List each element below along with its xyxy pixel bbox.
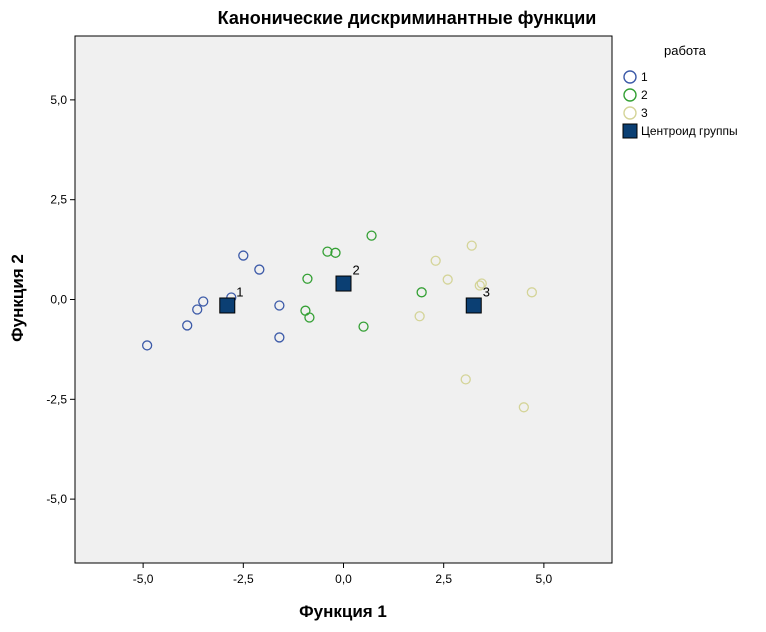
centroid-3-marker	[465, 297, 482, 314]
group-3-point	[442, 274, 453, 285]
legend-title: работа	[664, 43, 707, 58]
legend-marker-centroid	[622, 123, 638, 139]
group-3-point	[476, 278, 487, 289]
group-3-point	[460, 374, 471, 385]
group-3-point	[474, 280, 485, 291]
group-2-point	[330, 247, 341, 258]
group-1-point	[274, 332, 285, 343]
centroid-1-label: 1	[236, 284, 243, 299]
centroid-2-label: 2	[353, 263, 360, 278]
x-tick-label: 5,0	[536, 572, 553, 586]
legend-marker-3	[623, 106, 637, 120]
group-3-point	[466, 240, 477, 251]
group-1-point	[141, 340, 153, 351]
plot-area	[74, 35, 613, 564]
legend: работа 1 2 3 Центроид группы	[622, 43, 738, 139]
x-tick-label: 0,0	[335, 572, 352, 586]
y-tick-label: 2,5	[50, 193, 67, 207]
y-tick-label: 0,0	[50, 293, 67, 307]
x-axis-label: Функция 1	[299, 602, 387, 621]
group-1-point	[274, 300, 285, 311]
group-centroids: 1 2 3	[219, 263, 490, 314]
group-2-point	[416, 287, 427, 298]
group-3-point	[414, 311, 425, 322]
group-1-point	[182, 320, 193, 331]
group-2-point	[358, 321, 369, 332]
y-tick-label: 5,0	[50, 93, 67, 107]
x-tick-label: -5,0	[133, 572, 154, 586]
group-3-point	[430, 255, 441, 266]
group-1-point	[192, 304, 203, 315]
legend-label: 1	[641, 70, 648, 84]
legend-label: Центроид группы	[641, 124, 738, 138]
centroid-3-label: 3	[483, 284, 490, 299]
x-axis-ticks: -5,0 -2,5 0,0 2,5 5,0	[133, 563, 553, 586]
x-tick-label: -2,5	[233, 572, 254, 586]
y-tick-label: -5,0	[46, 492, 67, 506]
legend-label: 2	[641, 88, 648, 102]
legend-marker-1	[623, 70, 637, 84]
chart-title: Канонические дискриминантные функции	[218, 8, 597, 28]
legend-marker-2	[623, 88, 637, 102]
group-1-point	[254, 264, 265, 275]
group-1-point	[238, 250, 249, 261]
y-axis-ticks: -5,0 -2,5 0,0 2,5 5,0	[46, 93, 75, 506]
x-tick-label: 2,5	[435, 572, 452, 586]
data-points	[141, 230, 538, 413]
centroid-1-marker	[219, 297, 236, 314]
centroid-2-marker	[335, 275, 352, 292]
group-2-point	[302, 273, 313, 284]
group-1-point	[198, 296, 209, 307]
group-3-point	[518, 402, 529, 413]
group-2-point	[366, 230, 377, 241]
group-3-point	[526, 287, 538, 298]
group-2-point	[304, 312, 315, 323]
y-tick-label: -2,5	[46, 392, 67, 406]
group-2-point	[322, 246, 333, 257]
legend-label: 3	[641, 106, 648, 120]
y-axis-label: Функция 2	[8, 254, 27, 342]
